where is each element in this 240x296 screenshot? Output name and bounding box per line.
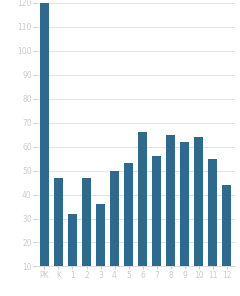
- Bar: [138, 132, 147, 290]
- Bar: [96, 204, 105, 290]
- Bar: [82, 178, 91, 290]
- Bar: [54, 178, 63, 290]
- Bar: [110, 170, 119, 290]
- Bar: [222, 185, 231, 290]
- Bar: [166, 135, 175, 290]
- Bar: [152, 156, 161, 290]
- Bar: [124, 163, 133, 290]
- Bar: [180, 142, 189, 290]
- Bar: [40, 3, 49, 290]
- Bar: [208, 159, 217, 290]
- Bar: [68, 214, 77, 290]
- Bar: [194, 137, 203, 290]
